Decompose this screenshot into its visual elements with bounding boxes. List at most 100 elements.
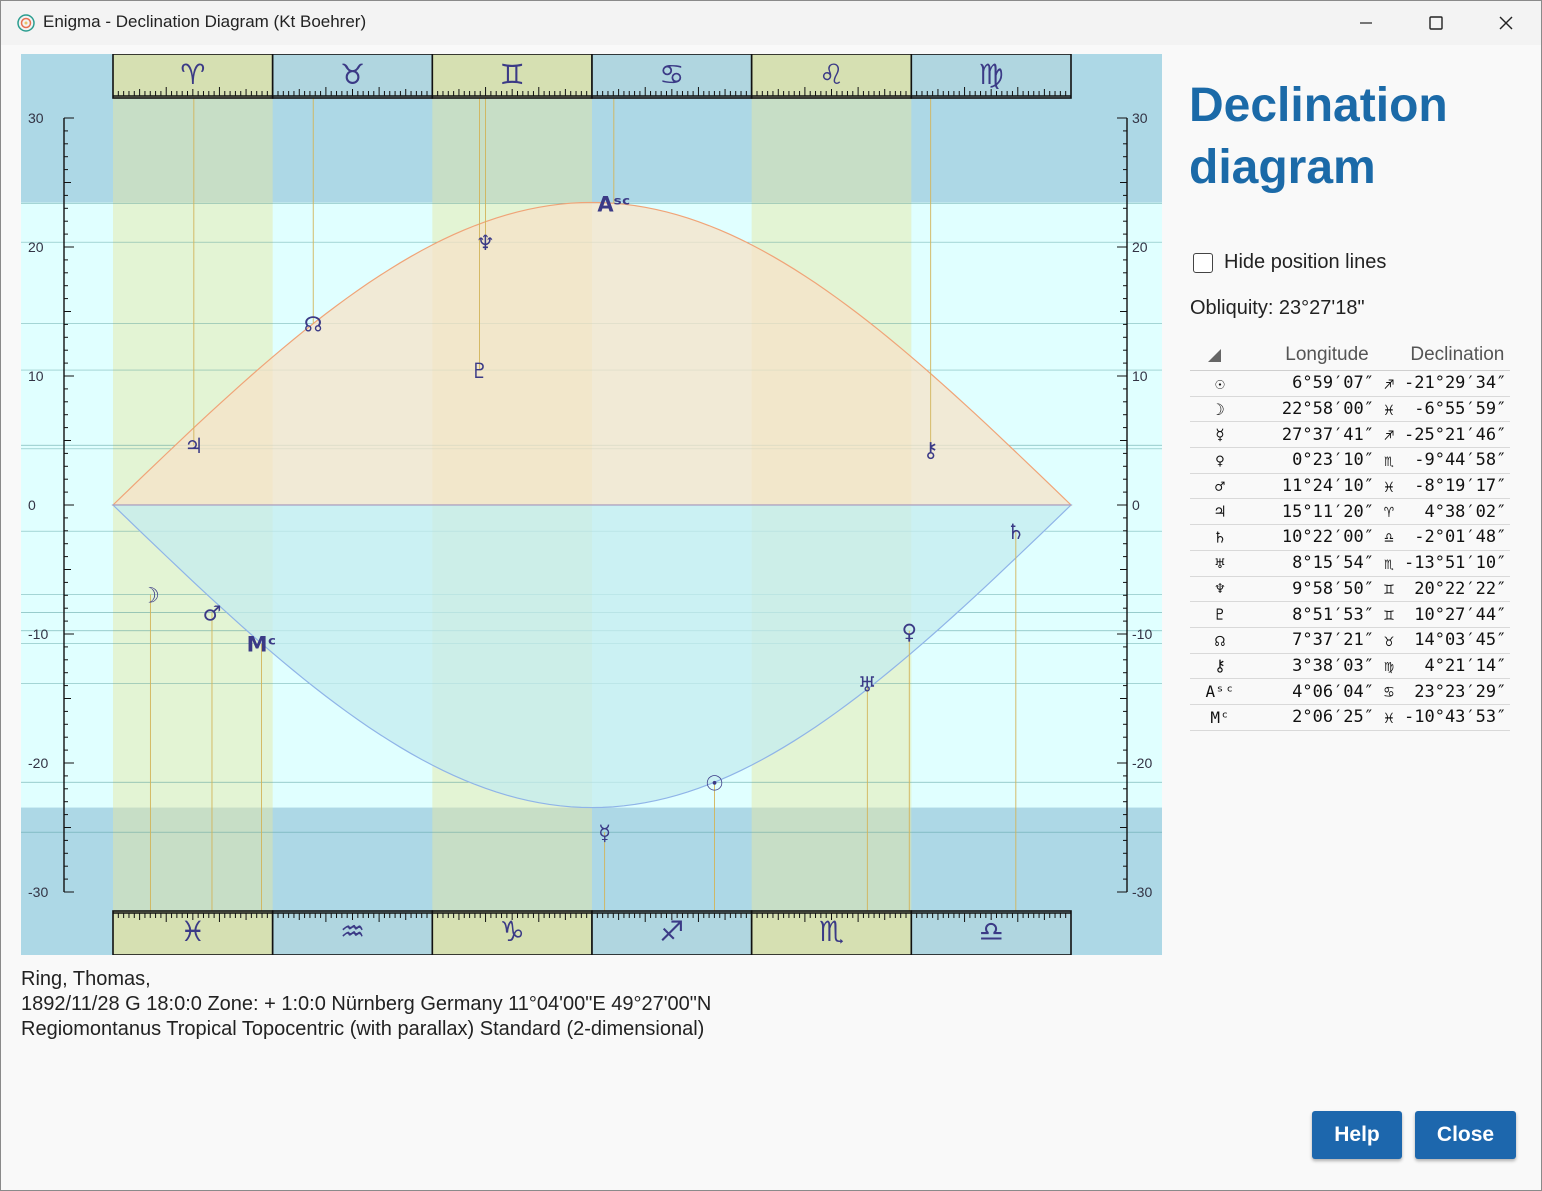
position-row[interactable]: ♄ 10°22′00″ ♎ -2°01′48″ (1190, 524, 1511, 551)
position-sign: ♍ (1374, 653, 1404, 680)
position-row[interactable]: ☉ 6°59′07″ ♐ -21°29′34″ (1190, 370, 1511, 397)
close-window-button[interactable] (1471, 1, 1541, 45)
declination-tick-label: -20 (1132, 755, 1152, 771)
position-sign: ♉ (1374, 627, 1404, 654)
position-longitude: 3°38′03″ (1250, 653, 1374, 680)
longitude-column-header[interactable]: Longitude (1250, 340, 1404, 371)
sort-column-header[interactable] (1190, 340, 1250, 371)
position-row[interactable]: ♇ 8°51′53″ ♊ 10°27′44″ (1190, 601, 1511, 628)
point-glyph-mercury[interactable]: ☿ (598, 821, 611, 845)
position-sign: ♏ (1374, 550, 1404, 577)
position-glyph: ♄ (1190, 524, 1250, 551)
close-button[interactable]: Close (1415, 1111, 1516, 1159)
position-declination: 23°23′29″ (1404, 678, 1511, 705)
declination-tick-label: -20 (28, 755, 48, 771)
position-glyph: ⚷ (1190, 653, 1250, 680)
position-declination: -21°29′34″ (1404, 370, 1511, 397)
position-row[interactable]: ☽ 22°58′00″ ♓ -6°55′59″ (1190, 396, 1511, 423)
position-longitude: 15°11′20″ (1250, 498, 1374, 526)
position-glyph: ♂ (1190, 473, 1250, 500)
declination-tick-label: 20 (1132, 239, 1148, 255)
position-sign: ♓ (1374, 396, 1404, 423)
point-glyph-jupiter[interactable]: ♃ (184, 434, 203, 458)
position-longitude: 4°06′04″ (1250, 678, 1374, 705)
maximize-button[interactable] (1401, 1, 1471, 45)
point-glyph-moon[interactable]: ☽ (141, 583, 160, 607)
declination-tick-label: -30 (1132, 884, 1152, 900)
position-longitude: 22°58′00″ (1250, 396, 1374, 423)
declination-tick-label: 10 (1132, 368, 1148, 384)
point-glyph-uranus[interactable]: ♅ (858, 673, 877, 697)
position-declination: -13°51′10″ (1404, 550, 1511, 577)
position-row[interactable]: Mᶜ 2°06′25″ ♓ -10°43′53″ (1190, 704, 1511, 731)
point-glyph-mars[interactable]: ♂ (203, 601, 222, 625)
ecliptic-south-arc (111, 504, 1073, 809)
position-declination: 4°38′02″ (1404, 498, 1511, 526)
position-longitude: 8°51′53″ (1250, 601, 1374, 628)
position-glyph: ♆ (1190, 576, 1250, 603)
ecliptic-north-arc (111, 201, 1073, 506)
declination-tick-label: 0 (28, 497, 36, 513)
position-sign: ♓ (1374, 704, 1404, 731)
hide-position-lines-toggle[interactable]: Hide position lines (1193, 251, 1386, 274)
zodiac-sign-glyph: ♑ (500, 915, 525, 948)
window-title: Enigma - Declination Diagram (Kt Boehrer… (43, 12, 367, 31)
position-declination: -10°43′53″ (1404, 704, 1511, 731)
declination-column-header[interactable]: Declination (1404, 340, 1511, 371)
minimize-button[interactable] (1331, 1, 1401, 45)
point-glyph-pluto[interactable]: ♇ (470, 359, 489, 383)
point-glyph-saturn[interactable]: ♄ (1006, 520, 1025, 544)
position-longitude: 0°23′10″ (1250, 447, 1374, 474)
position-row[interactable]: ♂ 11°24′10″ ♓ -8°19′17″ (1190, 473, 1511, 500)
chart-settings: Regiomontanus Tropical Topocentric (with… (21, 1018, 705, 1040)
maximize-icon (1429, 16, 1443, 30)
point-glyph-venus[interactable]: ♀ (902, 620, 917, 644)
zodiac-sign-glyph: ♒ (340, 915, 365, 948)
position-glyph: ♇ (1190, 601, 1250, 628)
diagram-title-line2: diagram (1189, 141, 1376, 194)
close-icon (1499, 16, 1513, 30)
position-longitude: 8°15′54″ (1250, 550, 1374, 577)
declination-tick-label: -10 (28, 626, 48, 642)
declination-tick-label: -30 (28, 884, 48, 900)
position-row[interactable]: ☊ 7°37′21″ ♉ 14°03′45″ (1190, 627, 1511, 654)
point-glyph-midheaven[interactable]: Mᶜ (247, 632, 277, 656)
title-bar: Enigma - Declination Diagram (Kt Boehrer… (1, 1, 1541, 45)
hide-position-lines-checkbox[interactable] (1193, 252, 1213, 273)
position-declination: -2°01′48″ (1404, 524, 1511, 551)
point-glyph-north-node[interactable]: ☊ (304, 313, 323, 337)
point-glyph-sun[interactable]: ☉ (705, 771, 724, 795)
zodiac-sign-glyph: ♓ (180, 915, 205, 948)
position-glyph: ☊ (1190, 627, 1250, 654)
position-declination: 14°03′45″ (1404, 627, 1511, 654)
position-row[interactable]: ♆ 9°58′50″ ♊ 20°22′22″ (1190, 576, 1511, 603)
position-longitude: 7°37′21″ (1250, 627, 1374, 654)
zodiac-sign-glyph: ♋ (659, 58, 684, 91)
declination-tick-label: -10 (1132, 626, 1152, 642)
point-glyph-chiron[interactable]: ⚷ (923, 438, 938, 462)
position-row[interactable]: Aˢᶜ 4°06′04″ ♋ 23°23′29″ (1190, 678, 1511, 705)
obliquity-label: Obliquity: 23°27'18" (1190, 297, 1365, 319)
position-sign: ♈ (1374, 498, 1404, 526)
positions-table: Longitude Declination ☉ 6°59′07″ ♐ -21°29′3… (1190, 340, 1511, 731)
position-row[interactable]: ⚷ 3°38′03″ ♍ 4°21′14″ (1190, 653, 1511, 680)
position-sign: ♎ (1374, 524, 1404, 551)
position-row[interactable]: ♃ 15°11′20″ ♈ 4°38′02″ (1190, 498, 1511, 526)
hide-position-lines-label: Hide position lines (1224, 251, 1387, 273)
position-glyph: Mᶜ (1190, 704, 1250, 731)
minimize-icon (1360, 22, 1372, 24)
diagram-title-line1: Declination (1189, 79, 1448, 132)
declination-tick-label: 30 (28, 110, 44, 126)
position-longitude: 6°59′07″ (1250, 370, 1374, 397)
position-row[interactable]: ☿ 27°37′41″ ♐ -25°21′46″ (1190, 421, 1511, 449)
position-glyph: ♃ (1190, 498, 1250, 526)
zodiac-sign-glyph: ♉ (340, 58, 365, 91)
help-button[interactable]: Help (1312, 1111, 1402, 1159)
position-row[interactable]: ♅ 8°15′54″ ♏ -13°51′10″ (1190, 550, 1511, 577)
point-glyph-neptune[interactable]: ♆ (476, 231, 495, 255)
declination-tick-label: 30 (1132, 110, 1148, 126)
declination-chart: ♈ ♉ ♊ ♋ ♌ ♍ ♓ ♒ ♑ ♐ ♏ ♎ 30 20 10 0 -10 -20 -30 30 20 10 0 -10 -2… (21, 54, 1162, 955)
position-row[interactable]: ♀ 0°23′10″ ♏ -9°44′58″ (1190, 447, 1511, 474)
point-glyph-ascendant[interactable]: Aˢᶜ (597, 192, 630, 216)
